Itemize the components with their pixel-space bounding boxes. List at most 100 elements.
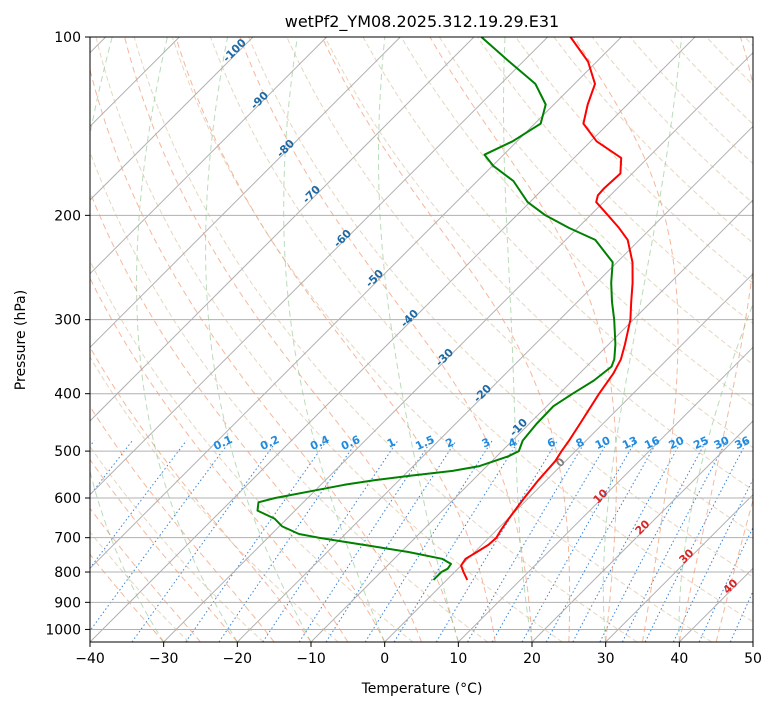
x-tick-label: −40 bbox=[75, 651, 105, 667]
mixing-ratio-line bbox=[218, 440, 358, 642]
moist-adiabat-line bbox=[175, 37, 496, 642]
isotherm-line bbox=[310, 199, 753, 642]
isotherm-line bbox=[384, 272, 753, 642]
dry-adiabat-line bbox=[591, 37, 753, 204]
mixing-ratio-line bbox=[131, 440, 278, 642]
y-tick-label: 1000 bbox=[45, 622, 81, 638]
mixing-ratio-label: 25 bbox=[691, 434, 710, 452]
green-dashed-line bbox=[602, 37, 683, 642]
x-tick-label: 30 bbox=[597, 651, 615, 667]
y-axis-label: Pressure (hPa) bbox=[13, 290, 29, 390]
x-tick-label: −30 bbox=[149, 651, 179, 667]
isotherm-line bbox=[90, 37, 401, 349]
y-tick-label: 600 bbox=[54, 491, 81, 507]
y-axis-ticks: 100 200 300 400 500 600 700 800 900 1000 bbox=[45, 30, 90, 638]
isotherm-line bbox=[605, 493, 753, 642]
mixing-ratio-label: 13 bbox=[620, 434, 639, 452]
mixing-ratio-label: 30 bbox=[712, 434, 732, 452]
mixing-ratio-line bbox=[467, 440, 587, 642]
y-tick-label: 700 bbox=[54, 531, 81, 547]
mixing-ratio-line bbox=[521, 440, 637, 642]
y-tick-label: 400 bbox=[54, 387, 81, 403]
mixing-ratio-line bbox=[491, 440, 609, 642]
moist-adiabat-line bbox=[321, 37, 571, 642]
dry-adiabat-line bbox=[400, 37, 753, 407]
dry-adiabat-line bbox=[286, 37, 753, 534]
mixing-ratio-line bbox=[393, 440, 520, 642]
mixing-ratio-line bbox=[599, 440, 707, 642]
mixing-ratio-label: 36 bbox=[733, 434, 753, 452]
mixing-ratio-label: 20 bbox=[667, 434, 687, 452]
x-tick-label: 20 bbox=[523, 651, 541, 667]
mixing-ratio-line bbox=[262, 440, 399, 642]
isotherm-line bbox=[457, 346, 753, 642]
x-axis-label: Temperature (°C) bbox=[361, 681, 483, 697]
mixing-ratio-label: 10 bbox=[593, 434, 613, 452]
dry-adiabat-line bbox=[324, 37, 753, 491]
moist-adiabat-line bbox=[715, 498, 753, 642]
dry-adiabat-line bbox=[90, 150, 488, 642]
isotherm-line bbox=[90, 37, 622, 570]
mixing-ratio-line bbox=[298, 440, 432, 642]
mixing-ratio-line bbox=[621, 440, 728, 642]
isotherm-line bbox=[90, 37, 475, 422]
moist-adiabat-line bbox=[90, 190, 386, 642]
x-tick-label: 10 bbox=[449, 651, 467, 667]
moist-adiabat-line bbox=[90, 507, 201, 642]
plot-area: -100-90-80-70-60-50-40-30-20-100.1 0.2 0.4… bbox=[90, 37, 753, 642]
y-tick-label: 300 bbox=[54, 313, 81, 329]
isobars bbox=[90, 37, 753, 630]
moist-adiabat-line bbox=[90, 405, 275, 642]
moist-adiabat-line bbox=[573, 37, 679, 642]
mixing-ratio-label: 16 bbox=[642, 434, 662, 452]
green-dashed-line bbox=[503, 37, 533, 642]
green-dashed-line bbox=[378, 37, 459, 642]
x-axis-ticks: −40 −30 −20 −10 0 10 20 30 40 50 bbox=[75, 642, 762, 667]
mixing-ratio-line bbox=[435, 440, 558, 642]
mixing-ratio-line bbox=[672, 478, 753, 642]
chart-title: wetPf2_YM08.2025.312.19.29.E31 bbox=[285, 12, 559, 32]
plot-frame bbox=[89, 36, 754, 643]
mixing-ratio-line bbox=[644, 440, 748, 642]
x-tick-label: −20 bbox=[223, 651, 253, 667]
moist-adiabat-line bbox=[90, 277, 349, 642]
y-tick-label: 200 bbox=[54, 208, 81, 224]
dry-adiabat-line bbox=[133, 37, 638, 642]
moist-adiabat-line bbox=[239, 37, 533, 642]
mixing-ratio-line bbox=[729, 590, 753, 642]
dewpoint-profile-line bbox=[256, 37, 617, 581]
y-tick-label: 100 bbox=[54, 30, 81, 46]
x-tick-label: 40 bbox=[670, 651, 688, 667]
y-tick-label: 500 bbox=[54, 444, 81, 460]
isotherm-line bbox=[90, 37, 328, 275]
y-tick-label: 900 bbox=[54, 595, 81, 611]
moist-adiabat-line bbox=[678, 37, 753, 642]
x-tick-label: 0 bbox=[380, 651, 389, 667]
isotherm-line bbox=[90, 37, 549, 496]
moist-adiabat-line bbox=[124, 37, 459, 642]
green-dashed-line bbox=[678, 302, 753, 642]
dry-adiabat-line bbox=[95, 37, 563, 642]
x-tick-label: 50 bbox=[744, 651, 762, 667]
x-tick-label: −10 bbox=[296, 651, 326, 667]
temperature-profile-line bbox=[460, 37, 634, 581]
dry-adiabat-line bbox=[438, 37, 753, 366]
dry-adiabat-line bbox=[248, 37, 753, 578]
profiles bbox=[256, 37, 634, 581]
y-tick-label: 800 bbox=[54, 565, 81, 581]
moist-adiabat-line bbox=[429, 37, 617, 642]
mixing-ratio-line bbox=[698, 526, 753, 642]
green-dashed-line bbox=[136, 37, 238, 642]
green-dashed-curves bbox=[90, 37, 753, 642]
green-dashed-line bbox=[90, 37, 165, 642]
dry-adiabat-line bbox=[90, 259, 414, 642]
dry-adiabat-line bbox=[171, 37, 712, 642]
dry-adiabat-line bbox=[210, 37, 753, 623]
moist-adiabat-line bbox=[90, 553, 165, 642]
mixing-ratio-line bbox=[90, 440, 231, 632]
isotherm-line bbox=[90, 37, 254, 201]
dry-adiabat-line bbox=[553, 37, 753, 244]
dry-adiabat-line bbox=[477, 37, 753, 325]
